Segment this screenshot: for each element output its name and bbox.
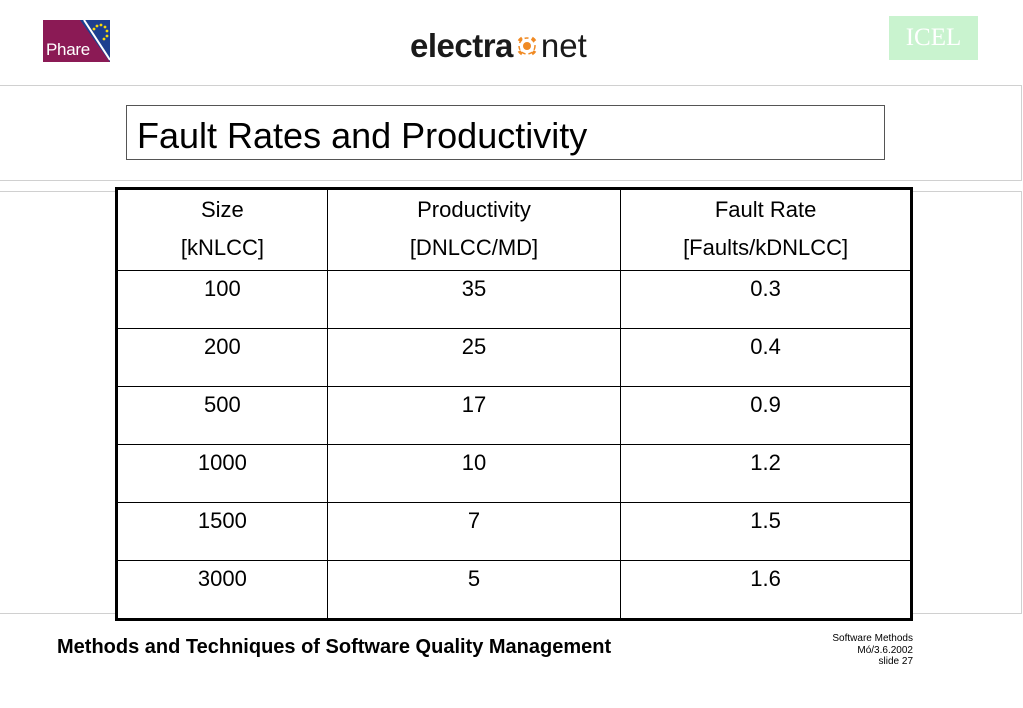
header-productivity-unit: [DNLCC/MD] bbox=[409, 235, 539, 260]
eu-stars-icon bbox=[80, 20, 110, 62]
header-productivity-label: Productivity bbox=[417, 197, 531, 222]
cell-productivity: 35 bbox=[326, 270, 622, 329]
electra-net-logo: electra net bbox=[410, 26, 587, 66]
cell-size: 1000 bbox=[116, 444, 328, 503]
header-size: Size [kNLCC] bbox=[116, 188, 328, 271]
slide-title: Fault Rates and Productivity bbox=[137, 115, 588, 156]
cell-productivity: 25 bbox=[326, 328, 622, 387]
cell-fault-rate: 1.5 bbox=[620, 502, 912, 561]
table-header-row: Size [kNLCC] Productivity [DNLCC/MD] Fau… bbox=[116, 188, 912, 271]
footer-info-course: Software Methods bbox=[832, 633, 913, 644]
cell-size: 1500 bbox=[116, 502, 328, 561]
header-fault-rate-label: Fault Rate bbox=[714, 197, 817, 222]
cell-fault-rate: 0.4 bbox=[620, 328, 912, 387]
header-productivity: Productivity [DNLCC/MD] bbox=[326, 188, 622, 271]
table-row: 3000 5 1.6 bbox=[116, 560, 912, 620]
cell-size: 200 bbox=[116, 328, 328, 387]
cell-size: 100 bbox=[116, 270, 328, 329]
cell-fault-rate: 1.6 bbox=[620, 560, 912, 620]
table-row: 1000 10 1.2 bbox=[116, 444, 912, 503]
cell-productivity: 7 bbox=[326, 502, 622, 561]
fault-rate-table: Size [kNLCC] Productivity [DNLCC/MD] Fau… bbox=[115, 187, 913, 621]
header-size-label: Size bbox=[200, 197, 244, 222]
electra-logo-light-text: net bbox=[540, 27, 587, 64]
footer-course-title: Methods and Techniques of Software Quali… bbox=[57, 636, 612, 658]
cell-fault-rate: 0.9 bbox=[620, 386, 912, 445]
table-row: 200 25 0.4 bbox=[116, 328, 912, 387]
electra-logo-bold-text: electra bbox=[410, 27, 513, 64]
footer-info-slide-number: slide 27 bbox=[878, 656, 913, 667]
footer-info-date: Mó/3.6.2002 bbox=[857, 644, 913, 656]
footer-slide-info: Software Methods Mó/3.6.2002 slide 27 bbox=[832, 633, 913, 668]
header-size-unit: [kNLCC] bbox=[180, 235, 264, 260]
cell-size: 3000 bbox=[116, 560, 328, 620]
title-box: Fault Rates and Productivity bbox=[126, 105, 885, 160]
table-row: 100 35 0.3 bbox=[116, 270, 912, 329]
phare-logo-text: Phare bbox=[46, 40, 90, 59]
header-fault-rate: Fault Rate [Faults/kDNLCC] bbox=[620, 188, 912, 271]
cell-productivity: 10 bbox=[326, 444, 622, 503]
table-row: 500 17 0.9 bbox=[116, 386, 912, 445]
cell-fault-rate: 0.3 bbox=[620, 270, 912, 329]
cell-productivity: 17 bbox=[326, 386, 622, 445]
title-band bbox=[0, 85, 1022, 181]
phare-logo: Phare bbox=[43, 20, 110, 62]
cell-size: 500 bbox=[116, 386, 328, 445]
header-fault-rate-unit: [Faults/kDNLCC] bbox=[683, 235, 849, 260]
cell-fault-rate: 1.2 bbox=[620, 444, 912, 503]
icel-logo: ICEL bbox=[889, 16, 978, 60]
cell-productivity: 5 bbox=[326, 560, 622, 620]
electra-target-icon bbox=[517, 36, 537, 56]
table-row: 1500 7 1.5 bbox=[116, 502, 912, 561]
